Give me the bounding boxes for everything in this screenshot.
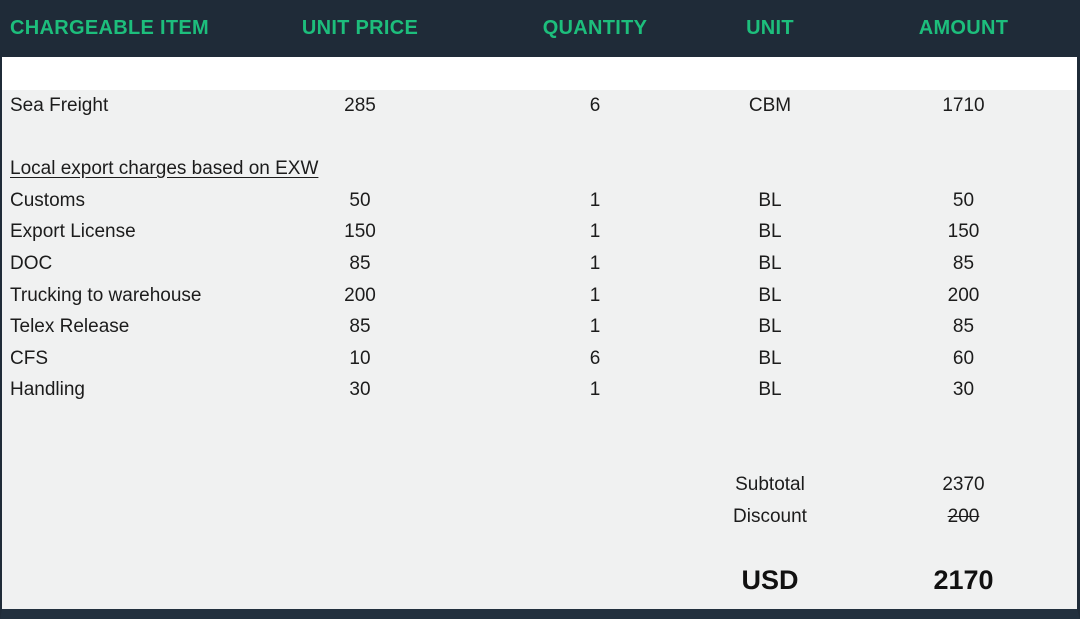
cell-amount: 85	[952, 316, 975, 338]
total-value: 2170	[933, 565, 994, 596]
cell-quantity: 6	[589, 347, 601, 369]
cell-quantity: 1	[589, 221, 601, 243]
cell-unit: BL	[758, 221, 782, 243]
cell-item: DOC	[10, 252, 53, 274]
section-row: Local export charges based on EXW	[2, 153, 1077, 185]
discount-value: 200	[947, 505, 980, 527]
table-row: Sea Freight 285 6 CBM 1710	[2, 90, 1077, 122]
column-header-unit: UNIT	[746, 17, 794, 39]
table-row: DOC 85 1 BL 85	[2, 248, 1077, 280]
spacer-row	[2, 122, 1077, 154]
cell-quantity: 1	[589, 189, 601, 211]
cell-item: Customs	[10, 189, 85, 211]
cell-item: Handling	[10, 379, 85, 401]
total-currency-label: USD	[741, 565, 799, 596]
cell-amount: 150	[947, 221, 980, 243]
table-row: Telex Release 85 1 BL 85	[2, 311, 1077, 343]
discount-row: Discount 200	[2, 501, 1077, 533]
discount-label: Discount	[733, 505, 807, 527]
cell-item: Trucking to warehouse	[10, 284, 202, 306]
cell-quantity: 1	[589, 379, 601, 401]
subtotal-label: Subtotal	[735, 473, 805, 495]
table-body: Sea Freight 285 6 CBM 1710 Local export charg…	[2, 90, 1077, 406]
column-header-amount: AMOUNT	[918, 17, 1009, 39]
subtotal-value: 2370	[942, 473, 985, 495]
cell-unit: BL	[758, 379, 782, 401]
subtotal-row: Subtotal 2370	[2, 469, 1077, 501]
cell-item: Sea Freight	[10, 95, 109, 116]
total-gap	[2, 532, 1077, 554]
cell-amount: 1710	[942, 95, 985, 116]
cell-unit: BL	[758, 347, 782, 369]
cell-unit: BL	[758, 284, 782, 306]
summary-gap	[2, 406, 1077, 469]
cell-quantity: 1	[589, 252, 601, 274]
table-header: CHARGEABLE ITEM UNIT PRICE QUANTITY UNIT…	[2, 0, 1077, 57]
cell-amount: 85	[952, 252, 975, 274]
cell-unit-price: 150	[344, 221, 376, 243]
cell-unit: CBM	[748, 95, 792, 116]
cell-item: CFS	[10, 347, 48, 369]
cell-unit: BL	[758, 316, 782, 338]
cell-unit-price: 285	[344, 95, 376, 116]
cell-amount: 50	[952, 189, 975, 211]
cell-unit-price: 30	[349, 379, 371, 401]
column-header-unit-price: UNIT PRICE	[301, 17, 419, 39]
table-row: Trucking to warehouse 200 1 BL 200	[2, 280, 1077, 312]
table-row: Handling 30 1 BL 30	[2, 374, 1077, 406]
cell-quantity: 1	[589, 316, 601, 338]
cell-amount: 200	[947, 284, 980, 306]
section-title: Local export charges based on EXW	[10, 158, 319, 180]
cell-quantity: 6	[589, 95, 601, 116]
cell-unit-price: 50	[349, 189, 371, 211]
cell-unit-price: 200	[344, 284, 376, 306]
table-row: CFS 10 6 BL 60	[2, 343, 1077, 375]
cell-unit: BL	[758, 189, 782, 211]
table-row: Customs 50 1 BL 50	[2, 185, 1077, 217]
cell-unit-price: 85	[349, 252, 371, 274]
cell-item: Telex Release	[10, 316, 130, 338]
cell-amount: 60	[952, 347, 975, 369]
header-gap-row	[2, 57, 1077, 90]
table-row: Export License 150 1 BL 150	[2, 216, 1077, 248]
cell-unit: BL	[758, 252, 782, 274]
cell-quantity: 1	[589, 284, 601, 306]
total-row: USD 2170	[2, 554, 1077, 606]
cell-item: Export License	[10, 221, 136, 243]
column-header-quantity: QUANTITY	[542, 17, 648, 39]
column-header-chargeable-item: CHARGEABLE ITEM	[10, 17, 209, 39]
cell-unit-price: 85	[349, 316, 371, 338]
cell-amount: 30	[952, 379, 975, 401]
cell-unit-price: 10	[349, 347, 371, 369]
